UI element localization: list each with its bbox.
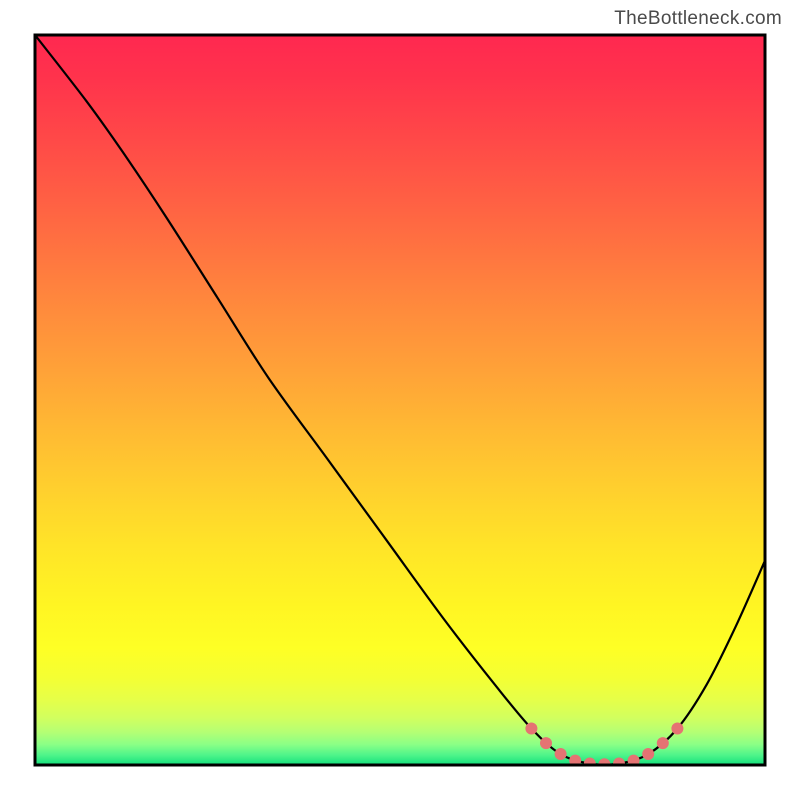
highlight-marker (671, 723, 683, 735)
highlight-marker (540, 737, 552, 749)
highlight-marker (657, 737, 669, 749)
chart-container: TheBottleneck.com (0, 0, 800, 800)
bottleneck-chart (0, 0, 800, 800)
highlight-marker (525, 723, 537, 735)
highlight-marker (555, 748, 567, 760)
plot-background (35, 35, 765, 765)
highlight-marker (642, 748, 654, 760)
watermark-label: TheBottleneck.com (614, 8, 782, 30)
